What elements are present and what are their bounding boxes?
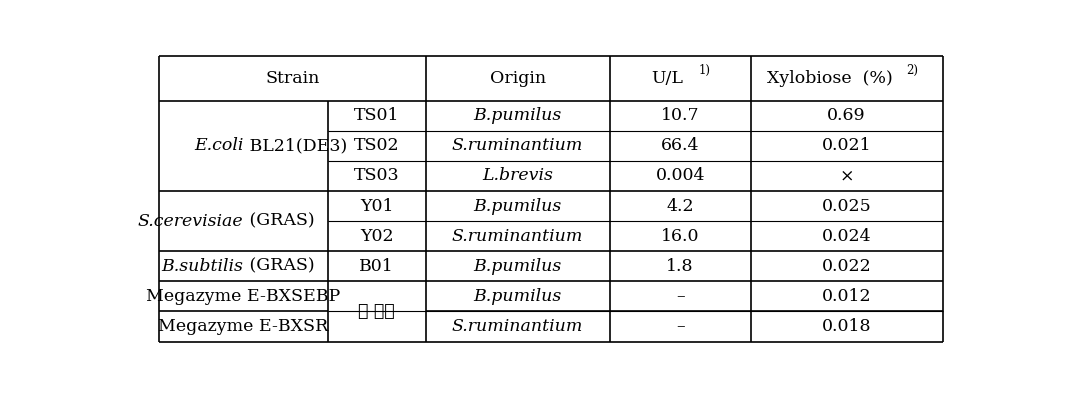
Text: ×: × (840, 167, 854, 184)
Text: 0.004: 0.004 (656, 167, 705, 184)
Text: 0.018: 0.018 (821, 318, 872, 335)
Text: Strain: Strain (266, 70, 319, 87)
Text: TS02: TS02 (354, 137, 400, 154)
Text: Y01: Y01 (360, 197, 393, 214)
Text: 0.021: 0.021 (821, 137, 872, 154)
Text: U/L: U/L (651, 70, 684, 87)
Text: –: – (676, 288, 685, 305)
Text: 0.012: 0.012 (821, 288, 872, 305)
Text: TS03: TS03 (354, 167, 400, 184)
Text: Origin: Origin (489, 70, 546, 87)
Text: B.pumilus: B.pumilus (473, 107, 562, 124)
Text: 2): 2) (906, 64, 918, 77)
Text: (GRAS): (GRAS) (244, 258, 314, 275)
Text: E.coli: E.coli (195, 137, 244, 154)
Text: B.subtilis: B.subtilis (161, 258, 244, 275)
Text: BL21(DE3): BL21(DE3) (244, 137, 347, 154)
Text: B.pumilus: B.pumilus (473, 197, 562, 214)
Text: Megazyme E-BXSR: Megazyme E-BXSR (158, 318, 329, 335)
Text: S.ruminantium: S.ruminantium (452, 318, 584, 335)
Text: B.pumilus: B.pumilus (473, 258, 562, 275)
Text: Xylobiose  (%): Xylobiose (%) (768, 70, 892, 87)
Text: TS01: TS01 (354, 107, 400, 124)
Text: 시 약급: 시 약급 (358, 303, 395, 320)
Text: B01: B01 (359, 258, 395, 275)
Text: 10.7: 10.7 (661, 107, 700, 124)
Text: 16.0: 16.0 (661, 228, 700, 245)
Text: S.cerevisiae: S.cerevisiae (138, 213, 244, 230)
Text: Megazyme E-BXSEBP: Megazyme E-BXSEBP (146, 288, 341, 305)
Text: S.ruminantium: S.ruminantium (452, 137, 584, 154)
Text: 1): 1) (699, 64, 711, 77)
Text: 0.024: 0.024 (821, 228, 872, 245)
Text: –: – (676, 318, 685, 335)
Text: S.ruminantium: S.ruminantium (452, 228, 584, 245)
Text: 66.4: 66.4 (661, 137, 700, 154)
Text: B.pumilus: B.pumilus (473, 288, 562, 305)
Text: 0.69: 0.69 (828, 107, 865, 124)
Text: L.brevis: L.brevis (483, 167, 554, 184)
Text: Y02: Y02 (360, 228, 393, 245)
Text: 1.8: 1.8 (666, 258, 693, 275)
Text: 0.022: 0.022 (821, 258, 872, 275)
Text: 0.025: 0.025 (821, 197, 872, 214)
Text: 4.2: 4.2 (666, 197, 694, 214)
Text: (GRAS): (GRAS) (244, 213, 314, 230)
